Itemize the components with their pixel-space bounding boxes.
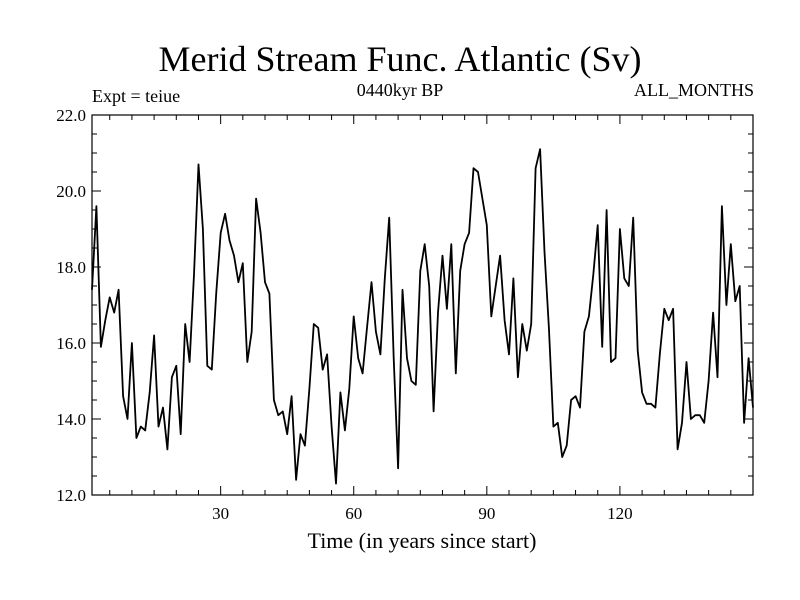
y-tick-label: 18.0	[56, 258, 86, 277]
x-tick-label: 30	[212, 504, 229, 523]
months-label: ALL_MONTHS	[634, 80, 754, 100]
y-tick-label: 12.0	[56, 486, 86, 505]
axis-ticks: 12.0 14.0 16.0 18.0 20.0 22.0 30 60 90 120	[56, 106, 753, 523]
x-axis-label: Time (in years since start)	[308, 528, 537, 553]
series-group	[91, 148, 754, 485]
experiment-label: Expt = teiue	[92, 86, 181, 106]
period-label: 0440kyr BP	[356, 80, 444, 100]
y-tick-label: 22.0	[56, 106, 86, 125]
y-tick-label: 16.0	[56, 334, 86, 353]
chart-title: Merid Stream Func. Atlantic (Sv)	[158, 39, 642, 79]
x-tick-label: 90	[478, 504, 495, 523]
y-tick-label: 14.0	[56, 410, 86, 429]
y-tick-label: 20.0	[56, 182, 86, 201]
x-tick-label: 60	[345, 504, 362, 523]
x-tick-label: 120	[607, 504, 633, 523]
series-line	[91, 148, 754, 485]
plot-frame	[91, 114, 754, 496]
